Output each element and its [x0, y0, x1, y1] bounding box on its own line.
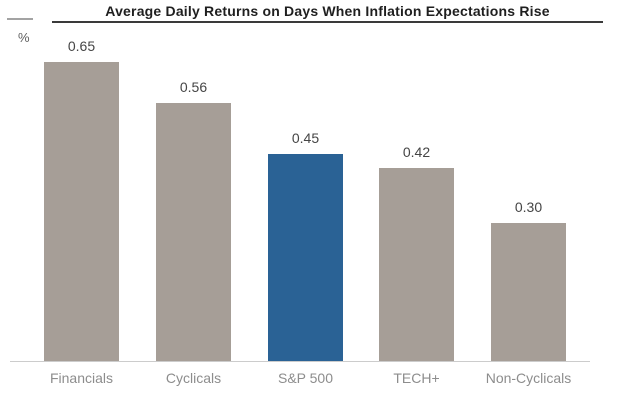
top-left-rule: [7, 18, 33, 20]
bar-value-label-tech: 0.42: [402, 144, 431, 160]
bar-cyclicals: [156, 103, 231, 361]
category-label-non-cyclicals: Non-Cyclicals: [485, 370, 572, 386]
category-label-tech: TECH+: [393, 370, 440, 386]
category-label-cyclicals: Cyclicals: [165, 370, 222, 386]
bar-value-label-s-p-500: 0.45: [291, 130, 320, 146]
title-underline: [52, 21, 603, 23]
chart-title: Average Daily Returns on Days When Infla…: [105, 3, 550, 19]
y-axis-unit-label: %: [18, 30, 30, 45]
bar-non-cyclicals: [491, 223, 566, 361]
bar-value-label-financials: 0.65: [67, 38, 96, 54]
bar-s-p-500: [268, 154, 343, 361]
bar-tech: [379, 168, 454, 361]
category-label-s-p-500: S&P 500: [277, 370, 333, 386]
category-label-financials: Financials: [49, 370, 114, 386]
bar-financials: [44, 62, 119, 361]
x-axis-baseline: [10, 361, 590, 362]
bar-value-label-non-cyclicals: 0.30: [514, 199, 543, 215]
bar-value-label-cyclicals: 0.56: [179, 79, 208, 95]
